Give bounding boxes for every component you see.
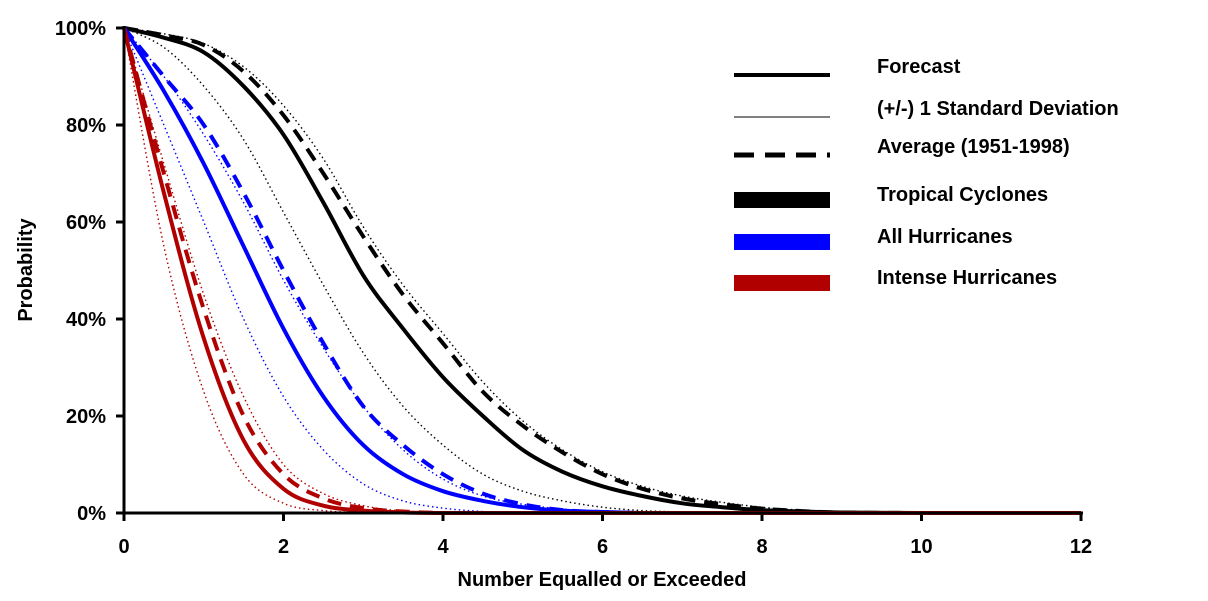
axes-layer: 0% 20% 40% 60% 80% 100% 0 2 4 6 8 10 12: [55, 18, 1092, 558]
y-tick-label: 60%: [66, 212, 106, 234]
x-axis-title: Number Equalled or Exceeded: [458, 569, 747, 591]
legend-label: (+/-) 1 Standard Deviation: [877, 98, 1119, 120]
legend-label: Forecast: [877, 56, 961, 78]
y-axis-title: Probability: [15, 217, 37, 321]
x-tick-label: 4: [437, 536, 449, 558]
y-tick-label: 0%: [77, 503, 106, 525]
y-tick-label: 20%: [66, 406, 106, 428]
legend-swatch-all-hurricanes: [734, 234, 830, 250]
x-tick-label: 10: [910, 536, 932, 558]
legend: Forecast (+/-) 1 Standard Deviation Averag…: [734, 56, 1119, 291]
legend-label: Tropical Cyclones: [877, 184, 1048, 206]
legend-label: All Hurricanes: [877, 226, 1013, 248]
legend-swatch-intense-hurricanes: [734, 275, 830, 291]
legend-swatch-tropical-cyclones: [734, 192, 830, 208]
y-tick-label: 100%: [55, 18, 106, 40]
y-tick-label: 80%: [66, 115, 106, 137]
legend-label: Intense Hurricanes: [877, 267, 1057, 289]
x-tick-label: 8: [756, 536, 767, 558]
y-tick-label: 40%: [66, 309, 106, 331]
x-tick-label: 2: [278, 536, 289, 558]
x-tick-label: 6: [597, 536, 608, 558]
x-tick-label: 12: [1070, 536, 1092, 558]
series-line-intense-hurricanes-sd-lower: [123, 27, 1081, 514]
legend-label: Average (1951-1998): [877, 136, 1070, 158]
x-tick-label: 0: [118, 536, 129, 558]
